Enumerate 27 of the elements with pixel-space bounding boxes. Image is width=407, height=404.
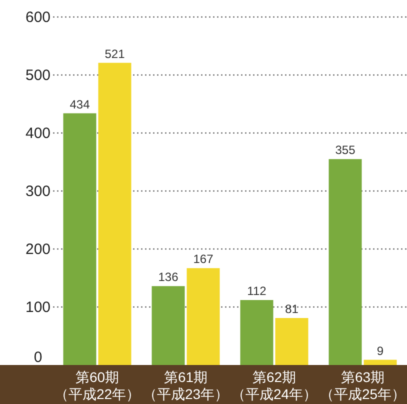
bar <box>328 159 362 365</box>
data-label: 136 <box>158 270 179 284</box>
y-tick-label: 0 <box>34 349 42 366</box>
y-tick-label: 400 <box>25 125 51 142</box>
bar <box>240 300 274 365</box>
x-tick-label: 第62期（平成24年） <box>231 369 318 402</box>
bar <box>364 360 397 365</box>
y-tick-label: 500 <box>25 67 51 84</box>
data-label: 112 <box>247 284 267 298</box>
x-tick-label: 第63期（平成25年） <box>320 369 406 402</box>
bar <box>186 268 220 365</box>
x-tick-label: 第60期（平成22年） <box>54 369 140 402</box>
data-label: 9 <box>376 344 384 358</box>
data-label: 434 <box>70 97 90 112</box>
y-tick-label: 200 <box>25 241 51 258</box>
y-tick-label: 600 <box>25 9 51 26</box>
data-label: 167 <box>193 252 214 266</box>
bar <box>152 286 185 365</box>
x-tick-label: 第61期（平成23年） <box>142 369 229 402</box>
data-label: 521 <box>104 46 126 61</box>
y-tick-label: 300 <box>25 183 51 200</box>
bar <box>275 318 308 365</box>
data-label: 81 <box>285 302 299 316</box>
y-tick-label: 100 <box>25 299 51 316</box>
data-label: 355 <box>335 143 356 158</box>
bar <box>63 113 96 365</box>
bar <box>98 62 132 365</box>
